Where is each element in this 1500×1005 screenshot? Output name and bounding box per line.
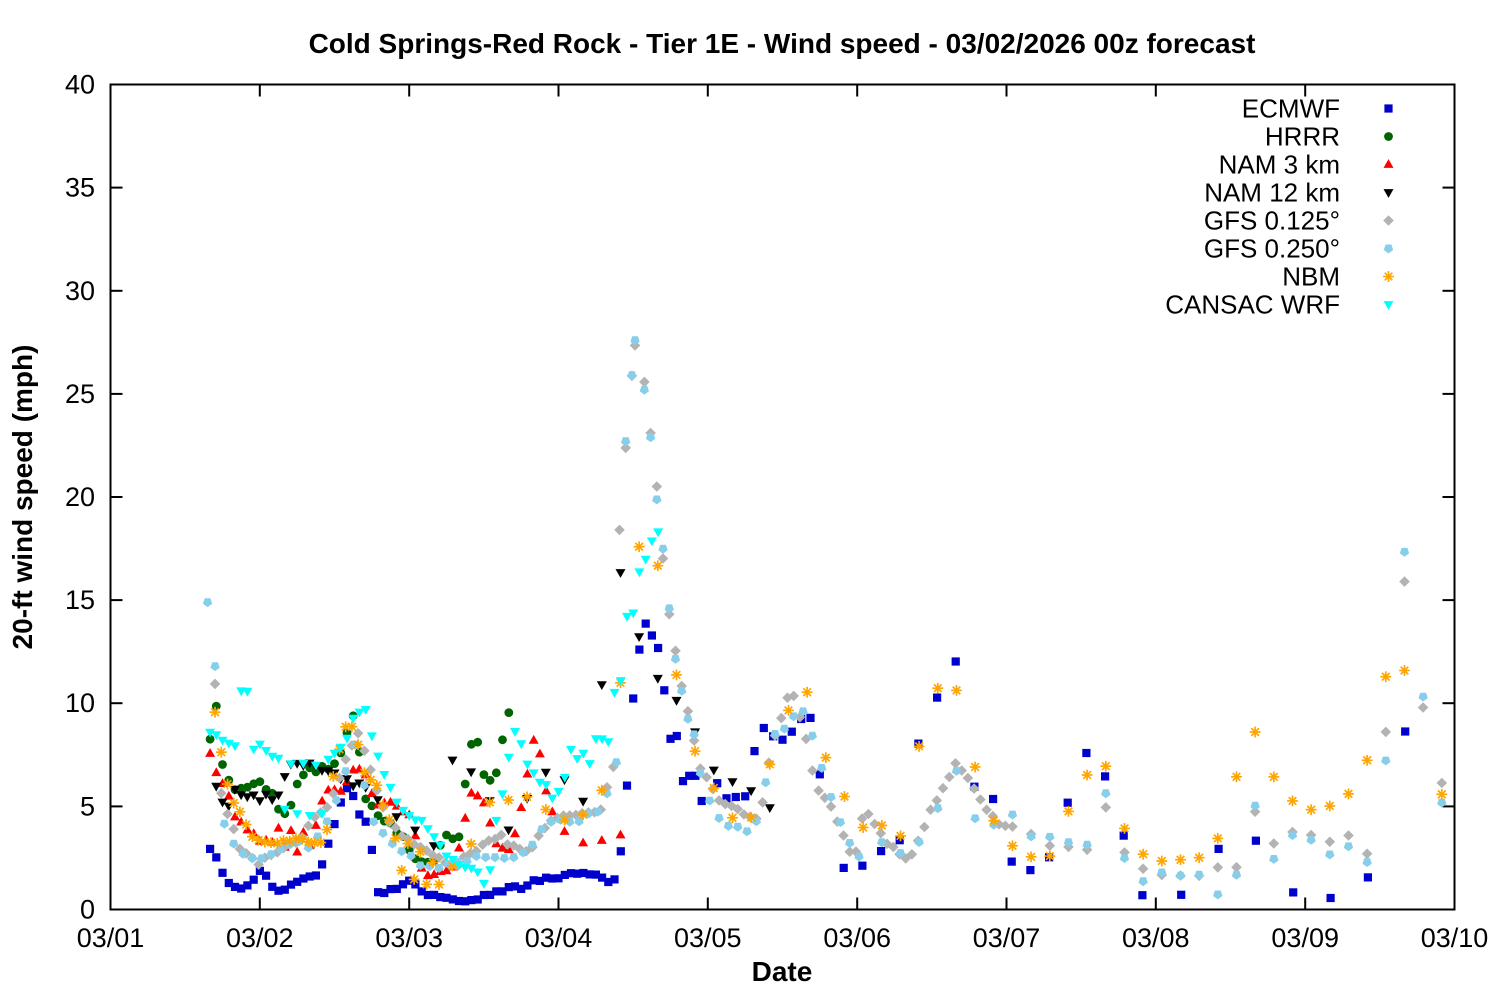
svg-text:10: 10 xyxy=(65,688,95,718)
svg-text:ECMWF: ECMWF xyxy=(1242,94,1340,124)
svg-text:30: 30 xyxy=(65,276,95,306)
svg-text:20-ft wind speed (mph): 20-ft wind speed (mph) xyxy=(7,345,38,650)
svg-text:5: 5 xyxy=(80,791,95,821)
svg-text:NAM 3 km: NAM 3 km xyxy=(1219,150,1340,180)
svg-text:20: 20 xyxy=(65,482,95,512)
svg-text:GFS 0.250°: GFS 0.250° xyxy=(1204,234,1340,264)
svg-text:0: 0 xyxy=(80,895,95,925)
svg-text:GFS 0.125°: GFS 0.125° xyxy=(1204,206,1340,236)
svg-text:03/03: 03/03 xyxy=(375,923,443,953)
svg-text:35: 35 xyxy=(65,173,95,203)
svg-text:25: 25 xyxy=(65,379,95,409)
svg-text:HRRR: HRRR xyxy=(1265,122,1340,152)
svg-text:03/04: 03/04 xyxy=(525,923,593,953)
svg-text:03/09: 03/09 xyxy=(1271,923,1339,953)
svg-text:03/07: 03/07 xyxy=(973,923,1041,953)
svg-text:NBM: NBM xyxy=(1282,262,1340,292)
svg-text:03/05: 03/05 xyxy=(674,923,742,953)
svg-text:Cold Springs-Red Rock - Tier 1: Cold Springs-Red Rock - Tier 1E - Wind s… xyxy=(309,28,1256,59)
svg-text:40: 40 xyxy=(65,70,95,100)
svg-text:03/02: 03/02 xyxy=(226,923,294,953)
svg-text:03/08: 03/08 xyxy=(1122,923,1190,953)
svg-text:03/06: 03/06 xyxy=(823,923,891,953)
svg-text:03/10: 03/10 xyxy=(1421,923,1489,953)
svg-text:Date: Date xyxy=(752,956,813,987)
svg-text:CANSAC WRF: CANSAC WRF xyxy=(1165,290,1340,320)
svg-text:03/01: 03/01 xyxy=(77,923,145,953)
svg-text:15: 15 xyxy=(65,585,95,615)
svg-text:NAM 12 km: NAM 12 km xyxy=(1204,178,1340,208)
